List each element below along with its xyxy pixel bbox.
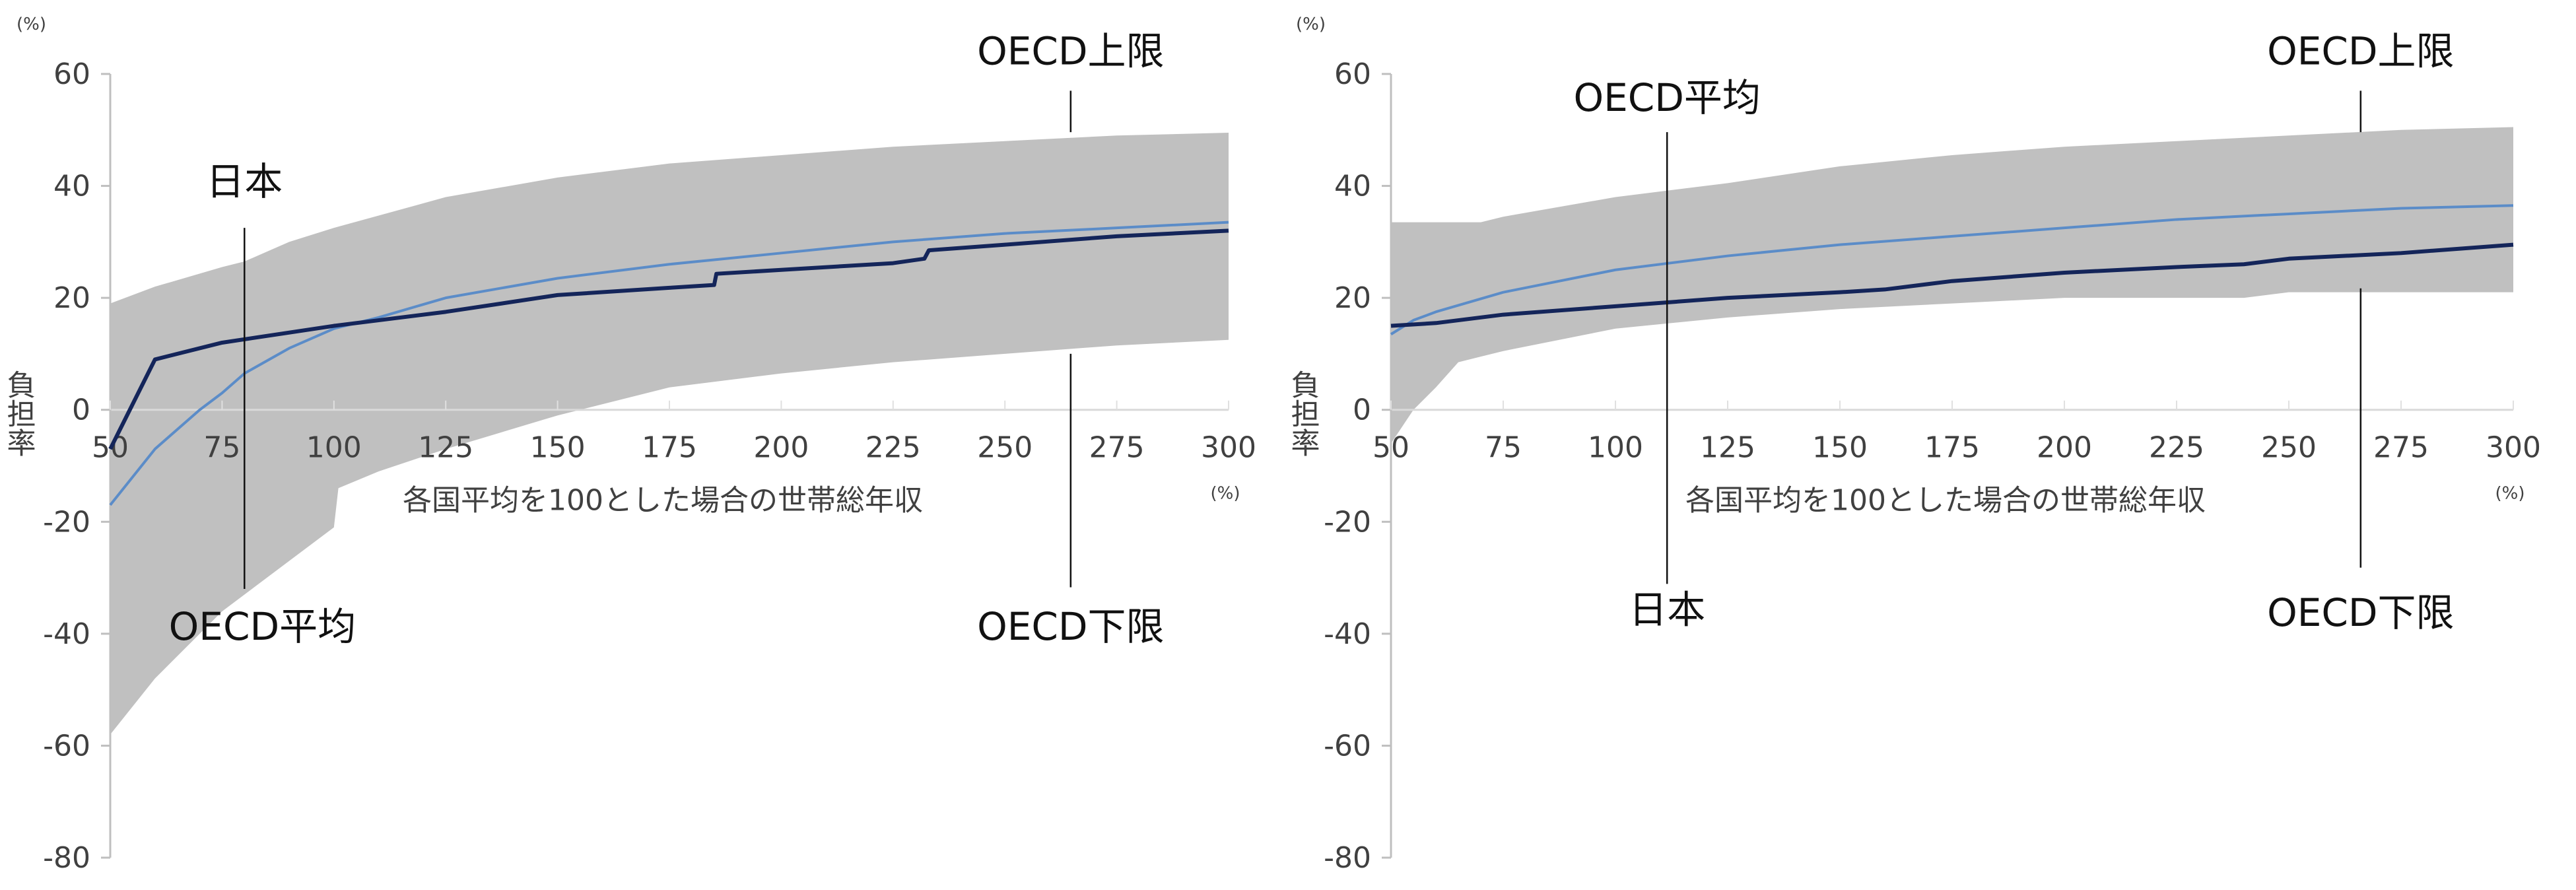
x-tick-label: 75 xyxy=(203,431,240,465)
x-unit-label: (%) xyxy=(2495,484,2525,504)
x-tick-label: 200 xyxy=(2037,431,2092,465)
annotation-oecd-upper: OECD上限 xyxy=(2267,29,2454,74)
x-tick-label: 275 xyxy=(1089,431,1145,465)
x-tick-label: 150 xyxy=(530,431,586,465)
y-tick-label: 60 xyxy=(53,57,90,91)
x-tick-label: 225 xyxy=(865,431,921,465)
y-tick-label: 40 xyxy=(1334,170,1371,203)
y-axis-title: 負担率 xyxy=(2,370,36,457)
y-tick-label: -40 xyxy=(1324,617,1371,651)
y-tick-label: -40 xyxy=(43,617,90,651)
x-tick-label: 150 xyxy=(1812,431,1868,465)
x-tick-label: 300 xyxy=(2486,431,2541,465)
annotation-oecd-lower: OECD下限 xyxy=(977,604,1164,649)
y-unit-label: (%) xyxy=(1296,15,1326,34)
japan-line xyxy=(1390,242,2514,328)
x-tick-label: 125 xyxy=(418,431,473,465)
x-tick-label: 225 xyxy=(2149,431,2204,465)
x-tick-label: 125 xyxy=(1700,431,1755,465)
x-tick-label: 250 xyxy=(977,431,1033,465)
oecd-average-line xyxy=(1390,204,2514,335)
x-axis-title: 各国平均を100とした場合の世帯総年収 xyxy=(1685,484,2206,518)
oecd-range-band xyxy=(1391,127,2513,444)
x-tick-label: 250 xyxy=(2261,431,2317,465)
x-tick-label: 275 xyxy=(2373,431,2429,465)
y-tick-label: -80 xyxy=(1324,841,1371,875)
y-tick-label: 0 xyxy=(1353,394,1371,427)
x-tick-label: 175 xyxy=(1924,431,1980,465)
y-tick-label: -60 xyxy=(1324,729,1371,763)
y-tick-label: 40 xyxy=(53,170,90,203)
annotation-japan: 日本 xyxy=(206,159,283,204)
oecd-average-line xyxy=(109,221,1229,506)
x-axis-title: 各国平均を100とした場合の世帯総年収 xyxy=(403,484,923,518)
x-tick-label: 175 xyxy=(642,431,697,465)
annotation-oecd-average: OECD平均 xyxy=(169,604,356,649)
chart-left: 60 40 20 0 -20 -40 -60 -80 50 75 100 125 150 175 200 22… xyxy=(2,15,1256,875)
x-tick-label: 300 xyxy=(1201,431,1256,465)
y-unit-label: (%) xyxy=(17,15,46,34)
annotation-oecd-average: OECD平均 xyxy=(1573,75,1760,120)
y-tick-label: 20 xyxy=(1334,281,1371,315)
oecd-range-band xyxy=(110,133,1229,735)
x-unit-label: (%) xyxy=(1211,484,1240,504)
y-tick-label: -60 xyxy=(43,729,90,763)
x-tick-label: 100 xyxy=(306,431,362,465)
y-axis-title: 負担率 xyxy=(1288,370,1320,457)
y-tick-label: 20 xyxy=(53,281,90,315)
annotation-oecd-upper: OECD上限 xyxy=(977,29,1164,74)
x-tick-label: 50 xyxy=(1373,431,1409,465)
annotation-oecd-lower: OECD下限 xyxy=(2267,590,2454,635)
annotation-japan: 日本 xyxy=(1629,588,1705,633)
japan-line xyxy=(108,228,1229,450)
y-tick-label: -20 xyxy=(1324,505,1371,539)
y-tick-label: -20 xyxy=(43,505,90,539)
y-tick-label: 60 xyxy=(1334,57,1371,91)
x-tick-label: 200 xyxy=(753,431,809,465)
y-tick-label: 0 xyxy=(72,394,90,427)
chart-right: 60 40 20 0 -20 -40 -60 -80 50 75 100 125 150 175 200 22… xyxy=(1288,0,2576,890)
x-tick-label: 100 xyxy=(1588,431,1643,465)
x-tick-label: 75 xyxy=(1485,431,1522,465)
y-tick-label: -80 xyxy=(43,841,90,875)
